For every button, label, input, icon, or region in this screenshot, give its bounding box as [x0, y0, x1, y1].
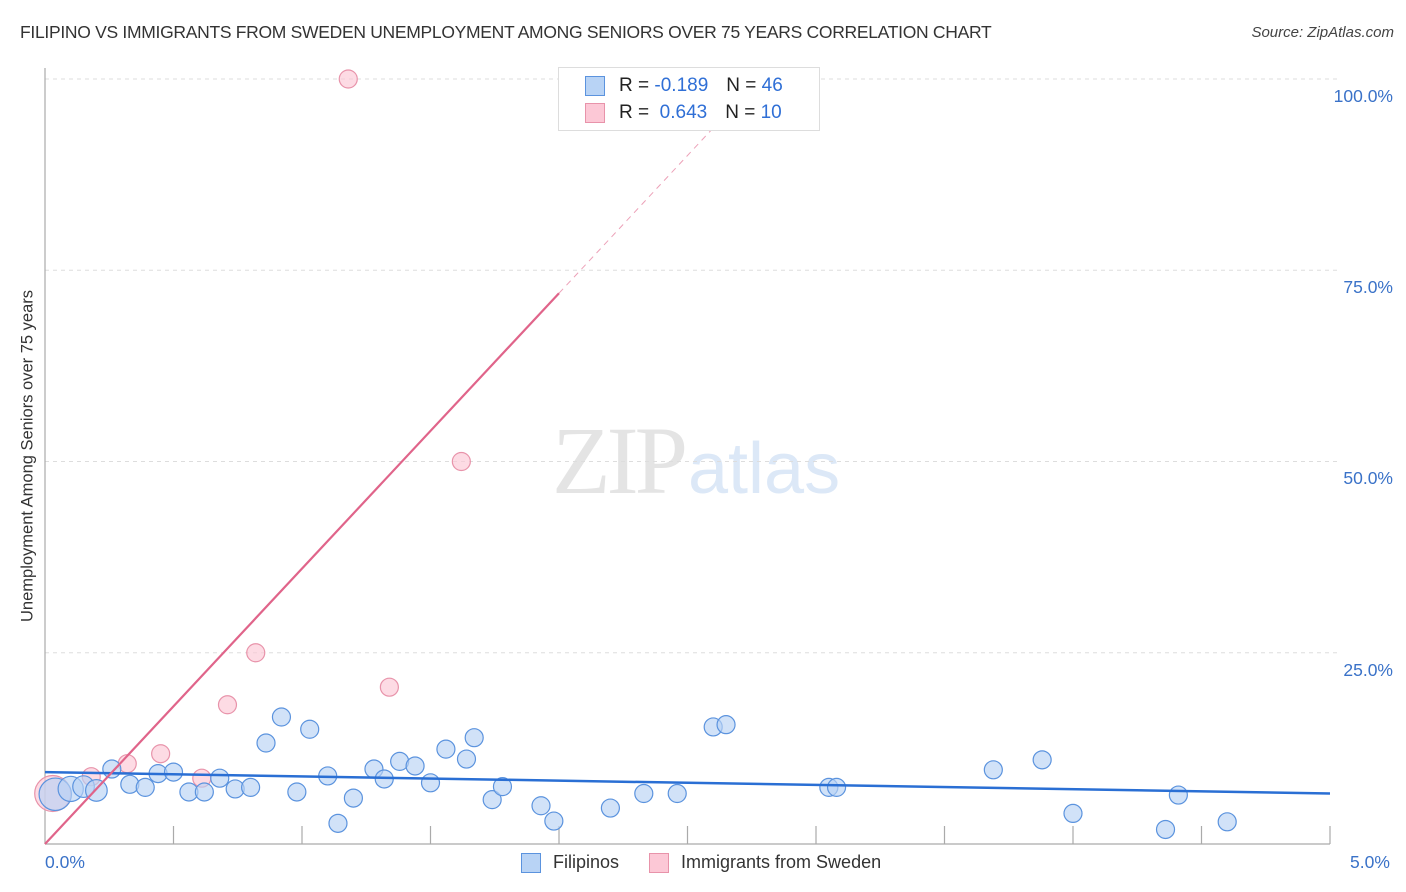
series-legend: Filipinos Immigrants from Sweden [521, 852, 911, 873]
legend-label: Filipinos [553, 852, 620, 872]
filipinos-data-point [120, 774, 140, 794]
filipinos-data-point [1155, 819, 1176, 840]
filipinos-data-point [328, 813, 348, 833]
sweden-swatch-icon [585, 103, 605, 123]
filipinos-data-point [1168, 785, 1188, 805]
filipinos-data-point [1217, 812, 1237, 832]
filipinos-data-point [482, 790, 502, 810]
filipinos-data-point [287, 782, 307, 802]
filipinos-data-point [135, 777, 155, 797]
filipinos-data-point [456, 749, 477, 769]
x-tick-max: 5.0% [1350, 852, 1390, 872]
n-value: 10 [760, 102, 782, 123]
filipinos-swatch-icon [521, 852, 541, 873]
y-tick-25: 25.0% [1343, 660, 1393, 680]
sweden-data-point [338, 69, 358, 89]
filipinos-data-point [544, 811, 564, 831]
legend-item-sweden[interactable]: Immigrants from Sweden [649, 852, 881, 873]
filipinos-data-point [256, 733, 276, 753]
filipinos-data-point [163, 762, 184, 782]
filipinos-data-point [600, 798, 621, 818]
legend-row-sweden: R = 0.643 N = 10 [585, 101, 782, 125]
chart-title: FILIPINO VS IMMIGRANTS FROM SWEDEN UNEMP… [20, 22, 992, 42]
legend-label: Immigrants from Sweden [681, 852, 882, 872]
filipinos-data-point [464, 728, 484, 748]
filipinos-data-point [343, 788, 363, 808]
filipinos-trendline [44, 770, 1331, 795]
r-value: 0.643 [654, 102, 708, 123]
source-credit: Source: ZipAtlas.com [1251, 24, 1394, 41]
sweden-data-point [217, 695, 238, 715]
filipinos-swatch-icon [585, 76, 605, 96]
sweden-data-point [246, 643, 266, 663]
sweden-data-point [151, 744, 171, 764]
filipinos-data-point [983, 760, 1003, 780]
filipinos-data-point [420, 773, 441, 793]
n-label: N = [726, 75, 757, 96]
legend-item-filipinos[interactable]: Filipinos [521, 852, 619, 873]
filipinos-data-point [405, 756, 425, 776]
y-axis-label: Unemployment Among Seniors over 75 years [18, 290, 37, 622]
n-label: N = [725, 102, 756, 123]
filipinos-data-point [271, 707, 292, 727]
r-label: R = [619, 75, 650, 96]
filipinos-data-point [531, 796, 551, 816]
y-tick-75: 75.0% [1343, 277, 1393, 297]
r-value: -0.189 [654, 75, 709, 96]
filipinos-data-point [210, 768, 230, 788]
n-value: 46 [761, 75, 783, 96]
y-tick-50: 50.0% [1343, 468, 1393, 488]
filipinos-data-point [436, 739, 456, 759]
sweden-trendline [44, 292, 560, 845]
y-tick-100: 100.0% [1333, 86, 1393, 106]
r-label: R = [619, 102, 650, 123]
legend-row-filipinos: R = -0.189 N = 46 [585, 74, 783, 98]
filipinos-data-point [241, 777, 261, 797]
filipinos-data-point [826, 777, 847, 797]
x-tick-min: 0.0% [45, 852, 85, 872]
filipinos-data-point [1032, 750, 1052, 770]
filipinos-data-point [102, 759, 122, 779]
sweden-data-point [451, 451, 471, 472]
sweden-swatch-icon [649, 852, 670, 873]
sweden-data-point [379, 677, 399, 697]
filipinos-data-point [194, 782, 214, 802]
correlation-legend: R = -0.189 N = 46 R = 0.643 N = 10 [558, 67, 820, 131]
filipinos-data-point [667, 783, 687, 804]
filipinos-data-point [634, 783, 654, 804]
filipinos-data-point [300, 719, 320, 739]
filipinos-data-point [1063, 803, 1083, 824]
filipinos-data-point [716, 715, 736, 735]
filipinos-data-point [492, 777, 513, 797]
